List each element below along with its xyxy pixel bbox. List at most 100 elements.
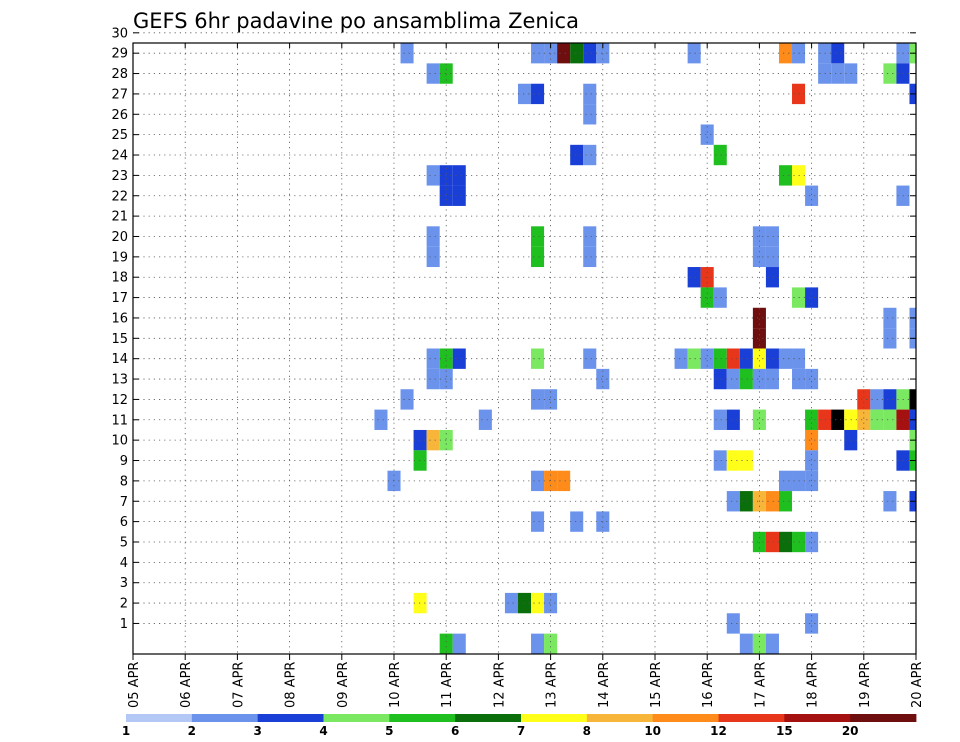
heatmap-cell: [883, 307, 897, 329]
heatmap-cell: [792, 165, 806, 186]
x-tick-label: 07 APR: [231, 662, 246, 708]
x-tick-label: 05 APR: [127, 662, 142, 708]
heatmap-cell: [531, 43, 545, 64]
colorbar-swatch: [586, 714, 654, 722]
heatmap-cell: [713, 144, 727, 166]
x-tick-label: 09 APR: [336, 662, 351, 708]
heatmap-cell: [726, 348, 740, 369]
heatmap-cell: [805, 185, 819, 206]
colorbar-label: 7: [517, 724, 525, 738]
heatmap-cell: [726, 613, 740, 634]
colorbar-swatch: [389, 714, 456, 722]
heatmap-cell: [570, 144, 584, 166]
heatmap-cell: [439, 185, 453, 206]
colorbar-label: 10: [644, 724, 661, 738]
heatmap-cell: [583, 246, 597, 268]
y-tick-label: 18: [111, 271, 128, 286]
heatmap-cell: [778, 43, 793, 64]
colorbar-label: 8: [583, 724, 591, 738]
heatmap-cell: [857, 389, 871, 410]
heatmap-cell: [792, 531, 806, 553]
heatmap-cell: [752, 328, 766, 349]
heatmap-cell: [400, 43, 414, 64]
y-tick-label: 24: [111, 149, 128, 164]
y-tick-label: 14: [111, 352, 128, 367]
heatmap-cell: [583, 144, 597, 166]
y-tick-label: 25: [111, 128, 128, 143]
y-tick-label: 23: [111, 169, 128, 184]
y-tick-label: 7: [120, 495, 128, 510]
heatmap-cell: [792, 43, 806, 64]
heatmap-cell: [778, 491, 793, 512]
heatmap-cell: [544, 633, 558, 654]
heatmap-cell: [531, 83, 545, 105]
heatmap-cell: [426, 429, 440, 451]
heatmap-cells: [374, 43, 916, 654]
heatmap-cell: [778, 531, 793, 553]
y-tick-label: 30: [111, 26, 128, 41]
heatmap-cell: [439, 63, 453, 84]
heatmap-cell: [857, 409, 871, 430]
heatmap-cell: [739, 348, 753, 369]
heatmap-cell: [726, 409, 740, 430]
heatmap-cell: [792, 287, 806, 308]
heatmap-cell: [739, 450, 753, 471]
y-tick-label: 15: [111, 332, 128, 347]
heatmap-cell: [700, 287, 714, 308]
heatmap-cell: [726, 368, 740, 390]
heatmap-cell: [883, 409, 897, 430]
heatmap-cell: [517, 592, 532, 614]
heatmap-cell: [765, 267, 779, 288]
x-tick-label: 20 APR: [910, 662, 925, 708]
y-tick-label: 20: [111, 230, 128, 245]
heatmap-cell: [831, 63, 845, 84]
heatmap-cell: [765, 226, 779, 247]
x-tick-label: 13 APR: [545, 662, 560, 708]
colorbar-swatch: [784, 714, 851, 722]
x-tick-label: 19 APR: [858, 662, 873, 708]
colorbar: 1 2 3 4 5 6 7 8 10 12 15 20: [122, 714, 917, 738]
heatmap-cell: [531, 246, 545, 268]
heatmap-cell: [544, 592, 558, 614]
heatmap-cell: [596, 43, 610, 64]
x-tick-label: 14 APR: [597, 662, 612, 708]
heatmap-cell: [883, 63, 897, 84]
heatmap-cell: [700, 348, 714, 369]
heatmap-cell: [531, 389, 545, 410]
heatmap-cell: [778, 348, 793, 369]
heatmap-cell: [831, 43, 845, 64]
heatmap-cell: [426, 246, 440, 268]
heatmap-cell: [713, 368, 727, 390]
heatmap-cell: [765, 633, 779, 654]
heatmap-cell: [752, 307, 766, 329]
y-tick-label: 8: [120, 474, 128, 489]
heatmap-cell: [583, 226, 597, 247]
heatmap-cell: [792, 470, 806, 492]
y-tick-label: 11: [111, 413, 128, 428]
heatmap-cell: [531, 470, 545, 492]
heatmap-cell: [531, 592, 545, 614]
chart-title: GEFS 6hr padavine po ansamblima Zenica: [133, 9, 579, 33]
heatmap-cell: [439, 368, 453, 390]
colorbar-swatch: [521, 714, 588, 722]
y-tick-label: 19: [111, 250, 128, 265]
heatmap-cell: [531, 226, 545, 247]
heatmap-cell: [583, 83, 597, 105]
heatmap-cell: [426, 226, 440, 247]
x-tick-label: 06 APR: [179, 662, 194, 708]
x-tick-label: 15 APR: [649, 662, 664, 708]
colorbar-label: 12: [710, 724, 727, 738]
heatmap-cell: [765, 246, 779, 268]
heatmap-cell: [713, 348, 727, 369]
colorbar-label: 5: [385, 724, 393, 738]
heatmap-cell: [531, 511, 545, 532]
colorbar-swatch: [850, 714, 917, 722]
heatmap-cell: [557, 470, 571, 492]
heatmap-cell: [752, 368, 766, 390]
y-axis-ticks: 1234567891011121314151617181920212223242…: [111, 26, 916, 632]
heatmap-cell: [778, 165, 793, 186]
y-tick-label: 2: [120, 597, 128, 612]
x-tick-label: 17 APR: [753, 662, 768, 708]
heatmap-cell: [726, 491, 740, 512]
